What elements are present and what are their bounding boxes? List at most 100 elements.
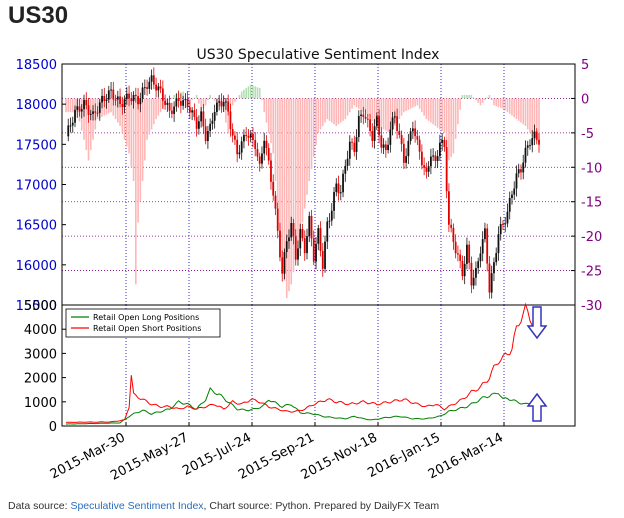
candle-body: [107, 90, 110, 100]
candle-body: [317, 228, 320, 244]
candle-body: [155, 84, 157, 91]
ssi-bar: [493, 98, 495, 106]
ssi-bar: [301, 98, 304, 223]
ssi-bar: [481, 98, 484, 103]
ssi-bar: [371, 98, 374, 122]
ssi-bar: [326, 98, 329, 120]
candle-body: [80, 109, 83, 112]
page-title: US30: [8, 2, 69, 29]
ssi-bar: [146, 98, 148, 140]
candle-body: [511, 194, 513, 199]
ssi-bar: [502, 98, 504, 109]
ssi-bar: [443, 98, 446, 133]
ssi-bar: [303, 98, 306, 209]
candle-body: [380, 135, 383, 148]
candle-body: [128, 93, 130, 99]
candle-body: [139, 98, 142, 105]
ssi-bar: [200, 98, 202, 113]
candle-body: [247, 136, 250, 138]
candle-body: [184, 99, 187, 101]
candle-body: [438, 142, 441, 157]
candle-body: [457, 253, 459, 255]
candle-body: [116, 96, 119, 100]
footer-suffix: , Chart source: Python. Prepared by Dail…: [203, 500, 440, 512]
candle-body: [112, 89, 115, 100]
ssi-bar: [89, 98, 92, 151]
positions-tick-label: 4000: [24, 323, 57, 338]
candle-body: [222, 101, 225, 107]
candle-body: [234, 135, 236, 140]
candle-body: [299, 229, 302, 249]
ssi-bar: [110, 98, 112, 113]
candle-body: [326, 221, 329, 242]
price-tick-label: 16000: [16, 259, 57, 274]
ssi-bar: [346, 98, 349, 116]
ssi-link[interactable]: Speculative Sentiment Index: [70, 500, 204, 512]
candle-body: [321, 250, 324, 269]
candle-body: [76, 106, 79, 110]
ssi-bar: [324, 98, 326, 123]
candle-body: [249, 133, 252, 138]
ssi-bar: [227, 98, 229, 133]
candle-body: [130, 98, 133, 102]
candle-body: [78, 106, 81, 112]
ssi-bar: [367, 98, 369, 117]
candle-body: [195, 116, 198, 129]
ssi-bar: [432, 98, 434, 125]
footer-prefix: Data source:: [8, 500, 71, 512]
ssi-bar: [335, 98, 338, 126]
ssi-bar: [409, 98, 412, 109]
ssi-bar: [231, 98, 234, 106]
candle-body: [434, 155, 437, 161]
ssi-bar: [107, 98, 110, 114]
ssi-bar: [153, 98, 155, 125]
ssi-bar: [191, 98, 193, 101]
ssi-bar: [306, 98, 308, 195]
candle-body: [188, 107, 191, 113]
candle-body: [468, 244, 471, 263]
candle-body: [272, 181, 275, 196]
ssi-bar: [349, 98, 351, 113]
candle-body: [150, 75, 153, 82]
candle-body: [502, 223, 504, 225]
candle-body: [103, 95, 106, 101]
candle-body: [96, 112, 99, 114]
candle-body: [254, 140, 257, 150]
candle-body: [371, 131, 374, 141]
candle-body: [355, 137, 358, 152]
candle-body: [164, 100, 167, 105]
candle-body: [402, 143, 405, 163]
price-tick-label: 17000: [16, 179, 57, 194]
candle-body: [276, 208, 279, 231]
candle-body: [179, 100, 182, 106]
ssi-bar: [157, 98, 160, 116]
ssi-bar: [126, 98, 128, 147]
ssi-bar: [369, 98, 371, 120]
positions-tick-label: 2000: [24, 372, 57, 387]
chart-title: US30 Speculative Sentiment Index: [197, 47, 440, 63]
ssi-bar: [376, 98, 378, 126]
ssi-tick-label: 0: [581, 92, 589, 107]
candle-body: [416, 136, 419, 140]
candle-body: [274, 195, 277, 209]
ssi-bar: [389, 98, 392, 133]
ssi-bar: [439, 98, 441, 130]
ssi-bar: [261, 98, 263, 101]
candle-body: [123, 99, 126, 107]
positions-series-line: [65, 386, 540, 425]
candle-body: [143, 87, 146, 89]
ssi-bar: [225, 98, 227, 123]
ssi-bar: [387, 98, 389, 132]
candle-body: [466, 244, 468, 264]
ssi-bar: [310, 98, 313, 170]
legend-label: Retail Open Short Positions: [93, 324, 201, 333]
candle-body: [393, 116, 396, 118]
ssi-bar: [486, 97, 488, 99]
candle-body: [520, 169, 522, 173]
candle-body: [364, 116, 367, 119]
ssi-bar: [416, 98, 419, 106]
candle-body: [148, 81, 151, 89]
ssi-bar: [351, 98, 353, 109]
candle-body: [441, 139, 444, 143]
candle-body: [207, 130, 209, 142]
